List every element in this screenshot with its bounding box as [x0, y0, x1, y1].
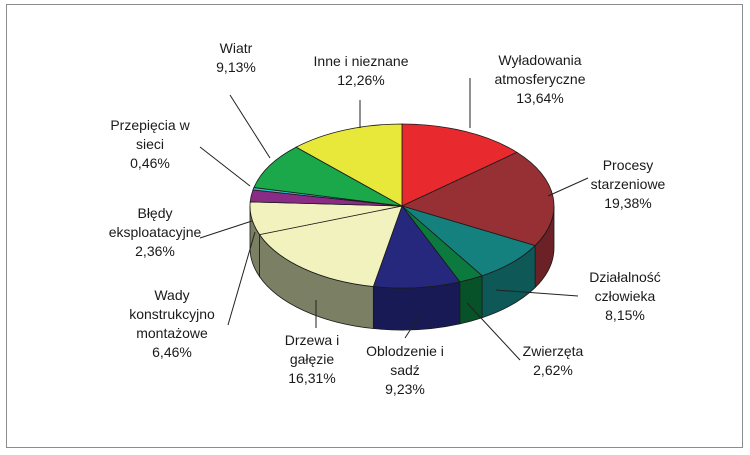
pie-slice-5	[258, 205, 403, 287]
slice-label-10: Inne i nieznane 12,26%	[314, 53, 409, 88]
slice-label-1: Procesy starzeniowe 19,38%	[591, 157, 666, 211]
slice-label-3: Zwierzęta 2,62%	[523, 343, 584, 378]
slice-label-2: Działalność człowieka 8,15%	[589, 269, 661, 323]
leader-line-2	[495, 289, 579, 297]
pie-side-4	[372, 281, 461, 331]
pie-slice-10	[295, 123, 403, 207]
slice-label-5: Drzewa i gałęzie 16,31%	[285, 332, 339, 386]
pie-side-3	[459, 275, 483, 325]
leader-line-9	[229, 94, 271, 159]
pie-slice-0	[401, 123, 518, 207]
leader-line-3	[466, 302, 521, 361]
leader-line-7	[199, 220, 253, 239]
leader-line-4	[404, 314, 421, 339]
slice-label-7: Błędy eksploatacyjne 2,36%	[109, 205, 202, 259]
pie-sides	[249, 205, 555, 331]
pie-tops	[249, 123, 555, 289]
slice-label-4: Oblodzenie i sadź 9,23%	[366, 343, 444, 397]
slice-label-9: Wiatr 9,13%	[216, 40, 256, 75]
slice-label-6: Wady konstrukcyjno montażowe 6,46%	[129, 287, 215, 360]
leader-line-8	[199, 146, 251, 187]
pie-slice-9	[253, 146, 403, 207]
pie-slice-1	[400, 151, 555, 247]
leader-line-6	[227, 231, 256, 326]
slice-label-8: Przepięcia w sieci 0,46%	[110, 117, 190, 171]
slice-label-0: Wyładowania atmosferyczne 13,64%	[494, 52, 585, 106]
pie-labels: Wyładowania atmosferyczne 13,64%Procesy sta…	[109, 40, 666, 397]
leader-line-1	[547, 177, 589, 197]
